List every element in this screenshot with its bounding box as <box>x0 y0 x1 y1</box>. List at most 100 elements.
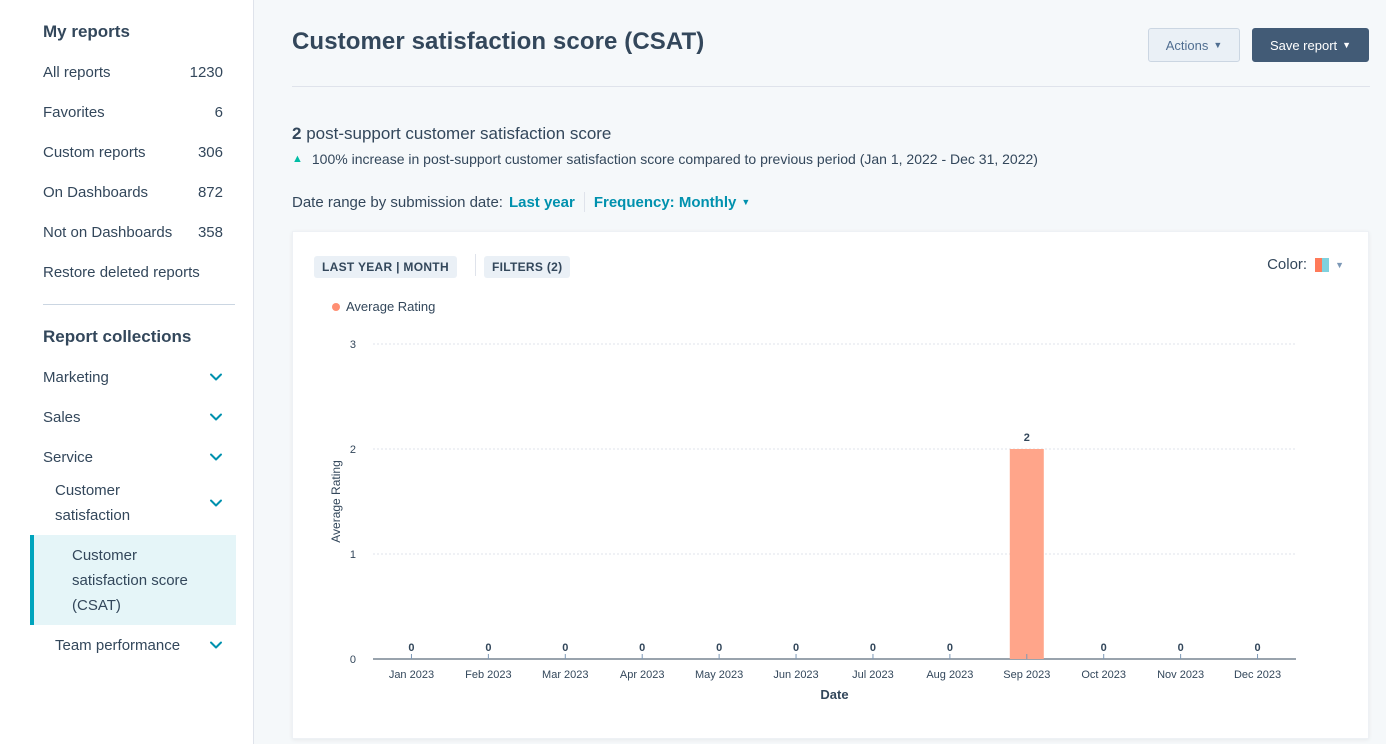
chevron-down-icon <box>209 370 223 384</box>
x-axis-label: Date <box>820 687 848 702</box>
increase-text: 100% increase in post-support customer s… <box>311 151 1038 167</box>
pill-separator <box>475 254 476 276</box>
color-label: Color: <box>1267 256 1308 273</box>
sidebar-item-count: 358 <box>197 223 223 241</box>
increase-line: ▲ 100% increase in post-support customer… <box>292 151 1038 167</box>
sidebar-item-marketing[interactable]: Marketing <box>18 357 235 397</box>
data-label: 0 <box>562 642 568 654</box>
summary-value: 2 <box>292 124 302 143</box>
y-tick-label: 1 <box>350 549 356 561</box>
data-label: 2 <box>1024 432 1030 444</box>
sidebar-item-all-reports[interactable]: All reports 1230 <box>18 52 235 92</box>
sidebar-item-label: Favorites <box>43 103 105 121</box>
data-label: 0 <box>870 642 876 654</box>
summary-label: post-support customer satisfaction score <box>306 124 612 143</box>
x-tick-label: Mar 2023 <box>542 669 588 681</box>
sidebar-item-label: Restore deleted reports <box>43 263 200 281</box>
sidebar-item-count: 306 <box>197 143 223 161</box>
x-tick-label: Jan 2023 <box>389 669 434 681</box>
data-label: 0 <box>1101 642 1107 654</box>
range-pill[interactable]: LAST YEAR | MONTH <box>314 256 457 278</box>
sidebar-item-on-dashboards[interactable]: On Dashboards 872 <box>18 172 235 212</box>
sidebar-item-restore-deleted[interactable]: Restore deleted reports <box>18 252 235 292</box>
data-label: 0 <box>947 642 953 654</box>
my-reports-list: All reports 1230 Favorites 6 Custom repo… <box>18 52 235 292</box>
date-range-link[interactable]: Last year <box>508 193 575 211</box>
legend-label: Average Rating <box>346 299 435 314</box>
color-picker[interactable]: Color: ▼ <box>1267 256 1344 273</box>
caret-down-icon: ▼ <box>1335 259 1344 270</box>
sidebar-item-custom-reports[interactable]: Custom reports 306 <box>18 132 235 172</box>
data-label: 0 <box>639 642 645 654</box>
sidebar-item-sales[interactable]: Sales <box>18 397 235 437</box>
actions-button[interactable]: Actions ▼ <box>1148 28 1240 62</box>
sidebar-item-label: Marketing <box>43 368 109 386</box>
color-swatch-icon <box>1315 257 1330 272</box>
x-tick-label: Aug 2023 <box>926 669 973 681</box>
sidebar-item-favorites[interactable]: Favorites 6 <box>18 92 235 132</box>
x-tick-label: Apr 2023 <box>620 669 665 681</box>
chevron-down-icon <box>209 496 223 510</box>
save-report-label: Save report <box>1269 37 1338 53</box>
sidebar-item-label: All reports <box>43 63 111 81</box>
caret-down-icon: ▼ <box>1342 40 1352 50</box>
sidebar-item-label: Customer satisfaction score (CSAT) <box>72 547 188 614</box>
sidebar-item-label: Team performance <box>55 636 181 654</box>
sidebar-item-label: Custom reports <box>43 143 146 161</box>
chart-card: LAST YEAR | MONTH FILTERS (2) Color: ▼ A… <box>292 231 1369 739</box>
triangle-up-icon: ▲ <box>292 153 303 165</box>
bar-chart: Average Rating 0 1 2 3 0 Jan 2023 0 Feb 2023 0 Mar… <box>329 299 1296 702</box>
frequency-dropdown[interactable]: Frequency: Monthly <box>593 193 737 211</box>
data-label: 0 <box>716 642 722 654</box>
bar <box>1009 449 1044 659</box>
report-collections-heading: Report collections <box>43 327 192 346</box>
sidebar-item-label: Service <box>43 448 94 466</box>
date-range-prefix: Date range by submission date: <box>292 193 503 211</box>
sidebar-item-label: Sales <box>43 408 81 426</box>
range-separator <box>583 192 585 212</box>
sidebar-item-count: 872 <box>197 183 223 201</box>
sidebar-item-count: 6 <box>214 103 223 121</box>
x-tick-label: Oct 2023 <box>1081 669 1126 681</box>
sidebar-item-service[interactable]: Service <box>18 437 235 477</box>
legend-dot <box>332 303 340 311</box>
chevron-down-icon <box>209 638 223 652</box>
data-label: 0 <box>408 642 414 654</box>
y-tick-label: 0 <box>350 654 356 666</box>
x-tick-label: Dec 2023 <box>1234 669 1281 681</box>
x-tick-label: Sep 2023 <box>1003 669 1050 681</box>
actions-button-label: Actions <box>1165 37 1209 53</box>
x-tick-label: Jun 2023 <box>773 669 818 681</box>
page-title: Customer satisfaction score (CSAT) <box>292 28 705 55</box>
sidebar-divider <box>43 304 235 305</box>
save-report-button[interactable]: Save report ▼ <box>1252 28 1369 62</box>
data-label: 0 <box>1254 642 1260 654</box>
caret-down-icon: ▼ <box>1213 40 1223 50</box>
sidebar-item-label: Not on Dashboards <box>43 223 173 241</box>
main-content: Customer satisfaction score (CSAT) Actio… <box>254 0 1386 744</box>
data-label: 0 <box>485 642 491 654</box>
header-divider <box>292 86 1370 87</box>
sidebar: My reports All reports 1230 Favorites 6 … <box>0 0 254 744</box>
sidebar-item-customer-satisfaction[interactable]: Customer satisfaction <box>18 477 235 529</box>
sidebar-item-count: 1230 <box>189 63 223 81</box>
filters-pill[interactable]: FILTERS (2) <box>484 256 571 278</box>
sidebar-item-not-on-dashboards[interactable]: Not on Dashboards 358 <box>18 212 235 252</box>
sidebar-item-csat-active[interactable]: Customer satisfaction score (CSAT) <box>30 535 236 625</box>
data-label: 0 <box>793 642 799 654</box>
x-tick-label: Nov 2023 <box>1157 669 1204 681</box>
y-tick-label: 2 <box>350 444 356 456</box>
sidebar-item-label: Customer satisfaction <box>55 482 131 524</box>
caret-down-icon[interactable]: ▼ <box>741 197 751 207</box>
y-axis-label: Average Rating <box>329 460 343 543</box>
x-tick-label: Jul 2023 <box>852 669 894 681</box>
data-label: 0 <box>1178 642 1184 654</box>
chevron-down-icon <box>209 450 223 464</box>
x-tick-label: May 2023 <box>695 669 743 681</box>
my-reports-heading: My reports <box>43 22 130 41</box>
summary-headline: 2 post-support customer satisfaction sco… <box>292 124 611 144</box>
date-range-line: Date range by submission date: Last year… <box>292 192 750 212</box>
x-tick-label: Feb 2023 <box>465 669 511 681</box>
sidebar-item-label: On Dashboards <box>43 183 149 201</box>
sidebar-item-team-performance[interactable]: Team performance <box>18 625 235 665</box>
